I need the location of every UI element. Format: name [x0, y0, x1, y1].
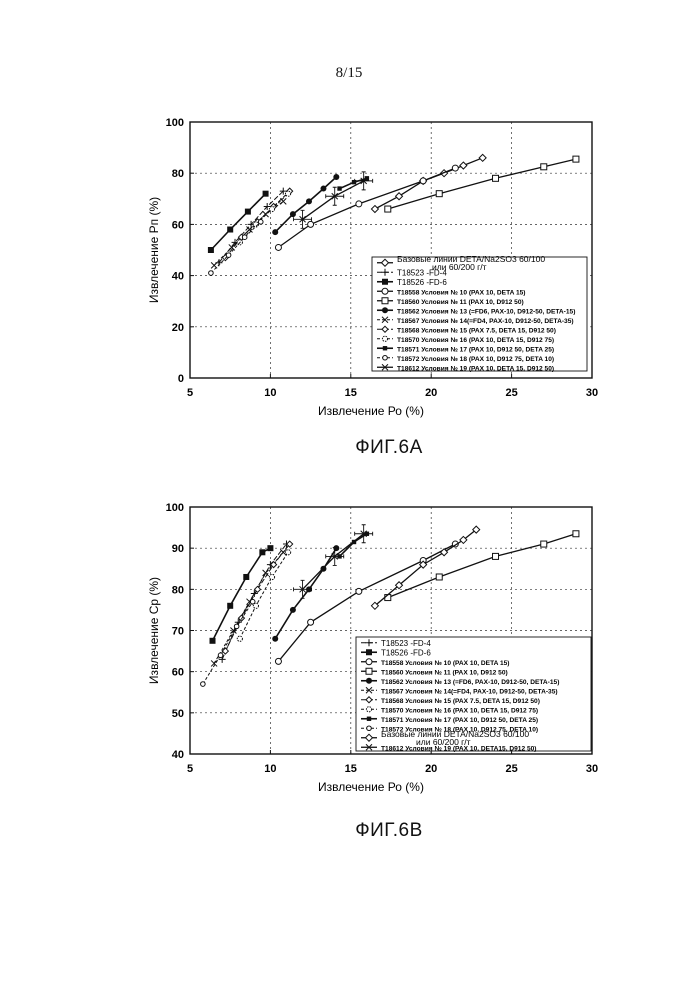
series-1	[210, 545, 274, 644]
x-tick-label: 15	[345, 763, 357, 775]
legend-label-line: T18571	[381, 717, 405, 724]
legend-marker	[366, 649, 372, 655]
data-point	[493, 553, 499, 559]
data-point	[243, 574, 249, 580]
y-tick-label: 90	[172, 543, 184, 555]
y-axis-label: Извлечение Ср (%)	[147, 577, 161, 684]
data-point	[541, 541, 547, 547]
legend-label-line: Условия № 13 (=FD6, PAX-10, D912-50, DET…	[405, 679, 559, 686]
legend-label: T18567 Условия № 14(=FD4, PAX-10, D912-5…	[381, 688, 558, 695]
series-11	[294, 525, 373, 599]
data-point	[333, 545, 339, 551]
data-point	[573, 531, 579, 537]
data-point	[356, 588, 362, 594]
y-tick-label: 60	[172, 667, 184, 679]
legend-label-line: T18562	[381, 679, 405, 686]
legend-label-line: Условия № 17 (PAX 10, D912 50, DETA 25)	[405, 717, 538, 724]
data-point	[272, 636, 278, 642]
legend-marker	[366, 668, 372, 674]
x-tick-label: 5	[187, 763, 193, 775]
data-point	[218, 653, 223, 658]
legend-label-line: T18568	[381, 698, 405, 705]
legend-label-line: T18612	[381, 745, 405, 752]
legend-marker	[367, 717, 371, 721]
series-6	[222, 541, 292, 654]
figure-6b-caption: ФИГ.6В	[40, 820, 698, 842]
data-point	[436, 574, 442, 580]
data-point	[308, 619, 314, 625]
x-tick-label: 25	[505, 763, 517, 775]
series-line	[388, 534, 576, 598]
data-point	[441, 549, 448, 556]
legend-label-line: T18567	[381, 688, 405, 695]
legend-label: T18568 Условия № 15 (PAX 7.5, DETA 15, D…	[381, 698, 540, 705]
data-point	[267, 545, 273, 551]
legend-label-line: Условия № 19 (PAX 10, DETA15, D912 50)	[405, 745, 536, 752]
data-point	[210, 638, 216, 644]
y-tick-label: 40	[172, 749, 184, 761]
legend-label-line: Условия № 11 (PAX 10, D912 50)	[405, 669, 507, 676]
legend-label: T18612 Условия № 19 (PAX 10, DETA15, D91…	[381, 745, 537, 752]
legend-label-line: Условия № 10 (PAX 10, DETA 15)	[405, 660, 509, 667]
legend-label: T18558 Условия № 10 (PAX 10, DETA 15)	[381, 660, 510, 667]
legend-marker	[367, 726, 372, 731]
x-tick-label: 30	[586, 763, 598, 775]
legend-label-line: T18570	[381, 707, 405, 714]
data-point	[275, 658, 281, 664]
x-axis-label: Извлечение Ро (%)	[318, 780, 424, 794]
x-tick-label: 10	[264, 763, 276, 775]
data-point	[234, 624, 239, 629]
series-line	[340, 534, 367, 557]
series-line	[275, 548, 336, 639]
legend-label-line: Условия № 14(=FD4, PAX-10, D912-50, DETA…	[405, 688, 557, 695]
data-point	[201, 682, 206, 687]
series-8	[337, 532, 369, 559]
data-point	[222, 648, 228, 654]
y-tick-label: 100	[166, 502, 184, 514]
legend-marker	[366, 707, 371, 712]
legend-label-line: T18558	[381, 660, 405, 667]
series-line	[240, 552, 288, 638]
figure-6b-chart: 5 10 15 20 25 30 40 50 60 70 80 90 100 Извлечение Ро …	[0, 0, 698, 830]
legend-label: T18562 Условия № 13 (=FD6, PAX-10, D912-…	[381, 679, 559, 686]
legend-label: T18523 -FD-4	[381, 639, 431, 648]
legend-label-line: T18560	[381, 669, 405, 676]
legend-label: T18526 -FD-6	[381, 648, 431, 657]
series-line	[214, 552, 283, 663]
data-point	[237, 636, 242, 641]
data-point	[285, 550, 290, 555]
legend-label-line: Условия № 16 (PAX 10, DETA 15, D912 75)	[405, 707, 538, 714]
series-9	[201, 599, 255, 686]
data-point	[250, 599, 255, 604]
legend-marker	[366, 678, 372, 684]
y-tick-label: 50	[172, 708, 184, 720]
series-line	[213, 548, 271, 641]
x-tick-label: 20	[425, 763, 437, 775]
legend-marker	[366, 659, 372, 665]
legend-label: T18560 Условия № 11 (PAX 10, D912 50)	[381, 669, 508, 676]
y-tick-label: 70	[172, 626, 184, 638]
data-point	[290, 607, 296, 613]
data-point	[227, 603, 233, 609]
legend-label: T18571 Условия № 17 (PAX 10, D912 50, DE…	[381, 717, 538, 724]
data-point	[269, 574, 274, 579]
legend: T18523 -FD-4T18526 -FD-6 T18558 Условия №…	[356, 637, 591, 752]
legend-label-line: Условия № 15 (PAX 7.5, DETA 15, D912 50)	[405, 698, 540, 705]
data-point	[259, 549, 265, 555]
y-tick-label: 80	[172, 584, 184, 596]
legend-label: T18570 Условия № 16 (PAX 10, DETA 15, D9…	[381, 707, 538, 714]
